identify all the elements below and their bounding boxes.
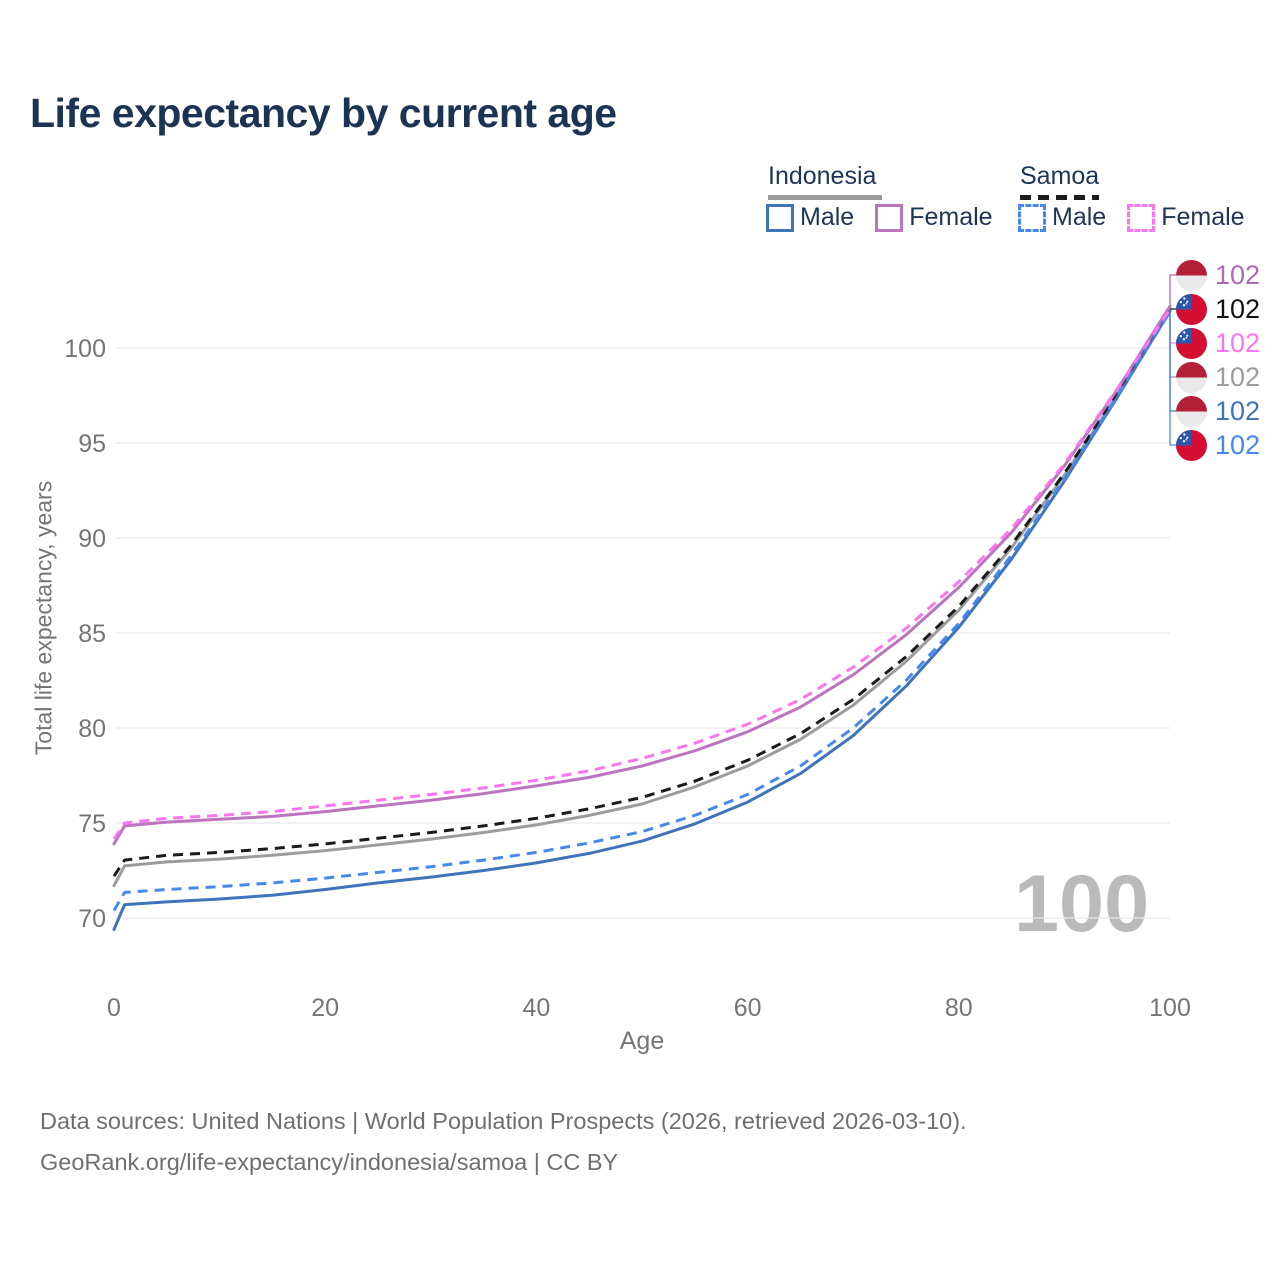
samoa-female-label[interactable]: Female xyxy=(1161,203,1245,231)
x-axis-label: Age xyxy=(620,1027,664,1055)
series-line-samoa-both xyxy=(112,307,1172,878)
footer-url: GeoRank.org/life-expectancy/indonesia/sa… xyxy=(40,1149,619,1175)
page-title: Life expectancy by current age xyxy=(30,90,617,136)
end-label-samoa-both: 102 xyxy=(1176,292,1260,326)
indonesia-female-swatch[interactable] xyxy=(875,203,904,232)
end-label-samoa-female: 102 xyxy=(1176,326,1260,360)
indonesia-flag-icon xyxy=(1176,259,1207,291)
legend-indonesia-line-sample xyxy=(768,195,882,200)
x-tick-label-80: 80 xyxy=(945,994,973,1022)
series-line-samoa-male xyxy=(112,311,1172,912)
y-tick-label-95: 95 xyxy=(78,430,106,458)
series-line-samoa-female xyxy=(112,308,1172,840)
footer-sources: Data sources: United Nations | World Pop… xyxy=(40,1108,967,1134)
indonesia-flag-icon xyxy=(1176,361,1207,393)
end-label-value-samoa-both: 102 xyxy=(1215,293,1261,324)
leader-line-indonesia-female xyxy=(1169,274,1176,307)
x-tick-label-100: 100 xyxy=(1149,994,1191,1022)
indonesia-flag-icon xyxy=(1176,395,1207,427)
legend-group-indonesia[interactable]: Indonesia xyxy=(768,162,882,200)
y-tick-label-80: 80 xyxy=(78,715,106,743)
end-label-value-indonesia-female: 102 xyxy=(1215,259,1261,290)
end-label-value-samoa-female: 102 xyxy=(1215,327,1261,358)
x-tick-label-40: 40 xyxy=(522,994,550,1022)
y-tick-label-85: 85 xyxy=(78,620,106,648)
legend-items-samoa: Male Female xyxy=(1018,203,1266,232)
leader-line-samoa-male xyxy=(1169,311,1176,446)
samoa-flag-icon xyxy=(1176,293,1207,325)
indonesia-male-swatch[interactable] xyxy=(766,203,794,232)
samoa-female-swatch[interactable] xyxy=(1127,203,1156,232)
indonesia-male-label[interactable]: Male xyxy=(800,203,855,231)
legend-indonesia-label: Indonesia xyxy=(768,162,877,190)
end-label-value-indonesia-male: 102 xyxy=(1215,395,1261,426)
samoa-male-label[interactable]: Male xyxy=(1052,203,1107,231)
end-label-samoa-male: 102 xyxy=(1176,428,1260,462)
legend-samoa-line-sample xyxy=(1020,195,1099,200)
series-line-indonesia-female xyxy=(112,304,1172,846)
end-label-value-indonesia-both: 102 xyxy=(1215,361,1261,392)
x-tick-label-0: 0 xyxy=(107,994,121,1022)
y-tick-label-90: 90 xyxy=(78,525,106,553)
x-tick-label-60: 60 xyxy=(734,994,762,1022)
legend-items-indonesia: Male Female xyxy=(766,203,1014,232)
samoa-flag-icon xyxy=(1176,429,1207,461)
y-tick-label-70: 70 xyxy=(78,905,106,933)
indonesia-female-label[interactable]: Female xyxy=(909,203,993,231)
legend-group-samoa[interactable]: Samoa xyxy=(1020,162,1099,200)
samoa-flag-icon xyxy=(1176,327,1207,359)
y-tick-label-100: 100 xyxy=(64,335,106,363)
x-tick-label-20: 20 xyxy=(311,994,339,1022)
y-axis-title: Total life expectancy, years xyxy=(30,480,57,756)
footer: Data sources: United Nations | World Pop… xyxy=(40,1101,967,1183)
end-label-indonesia-male: 102 xyxy=(1176,394,1260,428)
y-tick-label-75: 75 xyxy=(78,810,106,838)
series-line-indonesia-both xyxy=(112,308,1172,888)
end-label-value-samoa-male: 102 xyxy=(1215,429,1261,460)
legend-samoa-label: Samoa xyxy=(1020,162,1100,190)
end-labels: 102 102 102 102 102 102 xyxy=(1176,258,1260,462)
end-label-indonesia-both: 102 xyxy=(1176,360,1260,394)
series-line-indonesia-male xyxy=(112,309,1172,931)
end-label-indonesia-female: 102 xyxy=(1176,258,1260,292)
samoa-male-swatch[interactable] xyxy=(1018,203,1046,232)
watermark-age: 100 xyxy=(1014,859,1150,949)
